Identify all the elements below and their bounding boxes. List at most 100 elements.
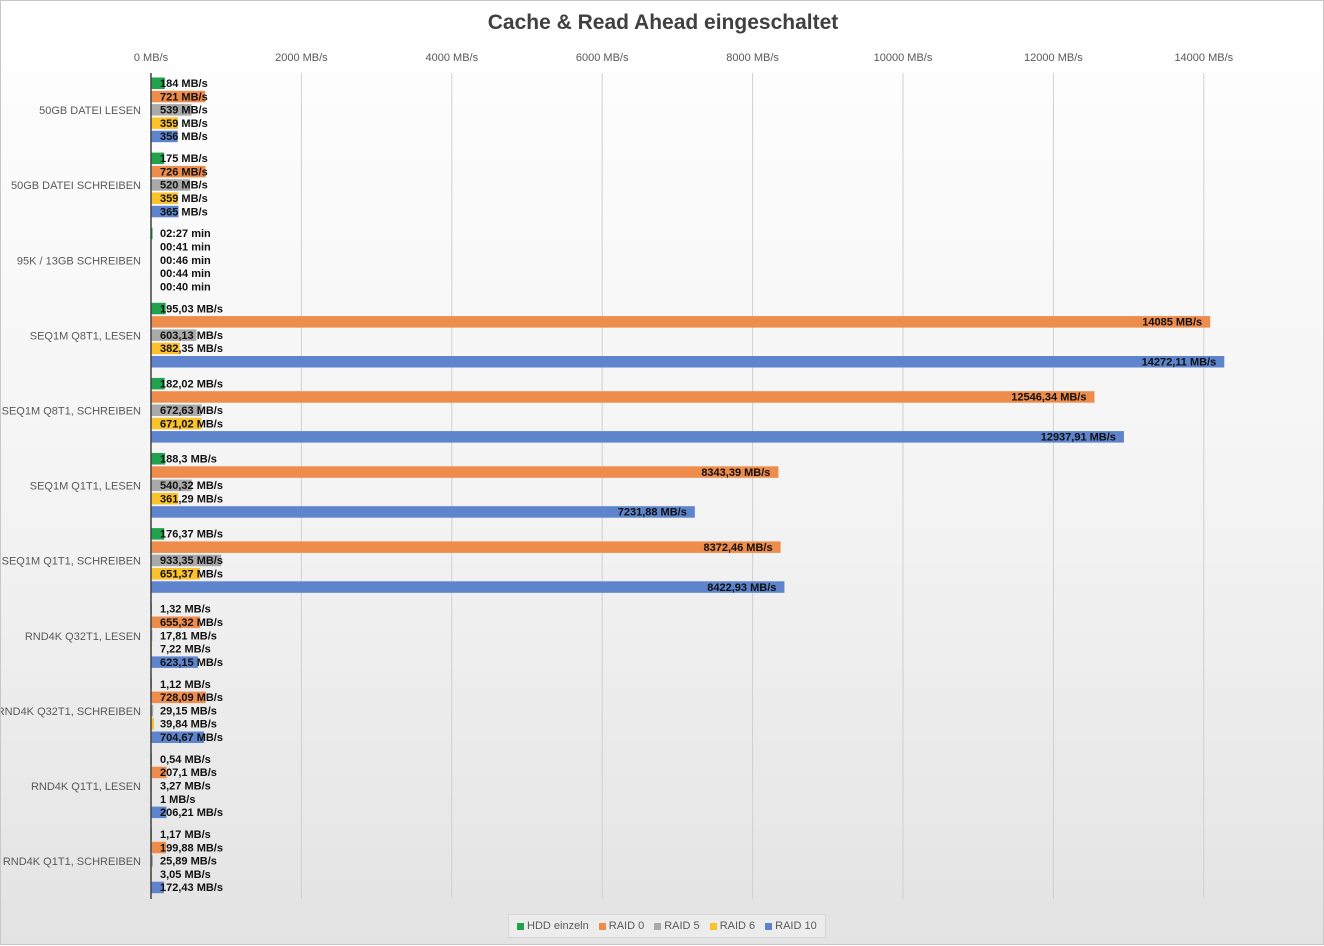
legend-swatch [598, 922, 606, 930]
bar-hdd-einzeln-seq1m-q1t1-schreiben [151, 528, 165, 540]
data-label-raid-0: 8343,39 MB/s [701, 467, 770, 479]
data-label-hdd-einzeln: 188,3 MB/s [160, 454, 217, 466]
data-label-raid-6: 382,35 MB/s [160, 343, 223, 355]
bar-raid-0-rnd4k-q1t1-lesen [151, 766, 167, 779]
data-label-raid-0: 207,1 MB/s [160, 767, 217, 779]
bar-raid-0-50gb-datei-schreiben [151, 165, 206, 178]
data-label-hdd-einzeln: 0,54 MB/s [160, 754, 211, 766]
data-label-hdd-einzeln: 184 MB/s [160, 78, 208, 90]
legend: HDD einzeln RAID 0 RAID 5 RAID 6 RAID 10 [508, 914, 826, 938]
category-label-rnd4k-q32t1-schreiben: RND4K Q32T1, SCHREIBEN [1, 706, 141, 718]
legend-label: RAID 5 [664, 920, 700, 932]
data-label-raid-6: 359 MB/s [160, 193, 208, 205]
bar-raid-10-50gb-datei-schreiben [151, 205, 179, 218]
data-label-raid-10: 356 MB/s [160, 131, 208, 143]
data-label-hdd-einzeln: 175 MB/s [160, 153, 208, 165]
legend-swatch [765, 922, 773, 930]
bar-raid-6-seq1m-q8t1-lesen [151, 342, 180, 355]
data-label-raid-10: 00:40 min [160, 281, 211, 293]
data-label-raid-0: 8372,46 MB/s [703, 542, 772, 554]
bar-hdd-einzeln-seq1m-q8t1-lesen [151, 302, 166, 315]
x-tick-label: 0 MB/s [134, 52, 169, 64]
legend-label: RAID 10 [775, 920, 817, 932]
data-label-raid-6: 671,02 MB/s [160, 418, 223, 430]
category-label-95k-13gb-schreiben: 95K / 13GB SCHREIBEN [17, 255, 141, 267]
x-tick-label: 8000 MB/s [726, 52, 779, 64]
data-label-raid-10: 14272,11 MB/s [1142, 357, 1217, 369]
bar-raid-0-50gb-datei-lesen [151, 90, 206, 103]
category-labels: 50GB DATEI LESEN 50GB DATEI SCHREIBEN 95K … [1, 105, 141, 868]
bar-raid-5-50gb-datei-lesen [151, 104, 192, 116]
data-label-raid-10: 623,15 MB/s [160, 657, 223, 669]
data-label-raid-0: 12546,34 MB/s [1011, 392, 1086, 404]
data-label-hdd-einzeln: 1,17 MB/s [160, 829, 211, 841]
bar-raid-10-rnd4k-q1t1-lesen [151, 806, 167, 819]
legend-swatch [517, 922, 524, 930]
bar-raid-10-50gb-datei-lesen [151, 130, 178, 143]
data-label-raid-5: 672,63 MB/s [160, 405, 223, 417]
data-label-raid-5: 539 MB/s [160, 105, 208, 117]
bar-raid-0-rnd4k-q32t1-schreiben [151, 691, 206, 704]
bar-raid-5-rnd4k-q1t1-schreiben [151, 855, 153, 867]
bar-raid-5-seq1m-q8t1-schreiben [151, 404, 202, 416]
bar-raid-5-seq1m-q8t1-lesen [151, 329, 197, 341]
bar-raid-5-seq1m-q1t1-lesen [151, 479, 192, 492]
x-tick-label: 2000 MB/s [275, 52, 328, 64]
x-tick-label: 12000 MB/s [1024, 52, 1083, 64]
category-label-rnd4k-q1t1-schreiben: RND4K Q1T1, SCHREIBEN [3, 856, 141, 868]
category-label-50gb-datei-lesen: 50GB DATEI LESEN [39, 105, 141, 117]
data-label-raid-0: 655,32 MB/s [160, 617, 223, 629]
data-label-hdd-einzeln: 1,12 MB/s [160, 679, 211, 691]
bar-raid-10-seq1m-q1t1-schreiben [151, 581, 785, 593]
data-label-raid-6: 361,29 MB/s [160, 493, 223, 505]
data-label-raid-5: 00:46 min [160, 255, 211, 267]
bar-raid-6-seq1m-q1t1-schreiben [151, 568, 200, 580]
data-labels: 184 MB/s 175 MB/s 02:27 min 195,03 MB/s 182,… [160, 78, 1216, 894]
data-label-hdd-einzeln: 02:27 min [160, 228, 211, 240]
x-tick-label: 6000 MB/s [576, 52, 629, 64]
legend-label: RAID 0 [608, 920, 645, 932]
data-label-raid-5: 17,81 MB/s [160, 630, 217, 642]
bar-raid-10-seq1m-q1t1-lesen [151, 506, 695, 518]
data-label-raid-6: 1 MB/s [160, 794, 195, 806]
category-label-seq1m-q8t1-schreiben: SEQ1M Q8T1, SCHREIBEN [2, 405, 141, 417]
x-tick-label: 10000 MB/s [874, 52, 933, 64]
bar-hdd-einzeln-seq1m-q8t1-schreiben [151, 377, 165, 390]
data-label-raid-10: 8422,93 MB/s [707, 582, 776, 594]
data-label-raid-6: 7,22 MB/s [160, 644, 211, 656]
bar-raid-0-seq1m-q8t1-schreiben [151, 391, 1095, 403]
bar-raid-10-rnd4k-q32t1-lesen [151, 656, 198, 668]
bar-raid-0-rnd4k-q32t1-lesen [151, 616, 201, 628]
data-label-raid-0: 721 MB/s [160, 91, 208, 103]
bar-raid-5-rnd4k-q32t1-schreiben [151, 704, 154, 717]
bar-raid-6-50gb-datei-schreiben [151, 192, 178, 204]
bar-raid-6-seq1m-q8t1-schreiben [151, 417, 202, 430]
legend-item-hdd-einzeln: HDD einzeln [517, 920, 589, 932]
bar-raid-6-seq1m-q1t1-lesen [151, 492, 179, 505]
bar-raid-5-50gb-datei-schreiben [151, 179, 191, 191]
data-label-raid-10: 12937,91 MB/s [1041, 432, 1116, 444]
data-label-raid-10: 365 MB/s [160, 206, 208, 218]
legend-swatch [654, 922, 662, 930]
bars [151, 77, 1225, 894]
data-label-raid-6: 39,84 MB/s [160, 719, 217, 731]
data-label-hdd-einzeln: 176,37 MB/s [160, 529, 223, 541]
bar-raid-0-seq1m-q1t1-lesen [151, 466, 779, 478]
data-label-hdd-einzeln: 195,03 MB/s [160, 303, 223, 315]
bar-raid-0-rnd4k-q1t1-schreiben [151, 841, 167, 854]
data-label-raid-5: 540,32 MB/s [160, 480, 223, 492]
bar-hdd-einzeln-50gb-datei-lesen [151, 77, 165, 89]
bar-hdd-einzeln-seq1m-q1t1-lesen [151, 453, 166, 465]
legend-label: RAID 6 [719, 920, 756, 932]
data-label-raid-6: 359 MB/s [160, 118, 208, 130]
data-label-raid-10: 704,67 MB/s [160, 732, 223, 744]
legend-swatch [709, 922, 717, 930]
data-label-raid-10: 7231,88 MB/s [618, 507, 687, 519]
category-label-seq1m-q8t1-lesen: SEQ1M Q8T1, LESEN [30, 330, 141, 342]
data-label-raid-10: 206,21 MB/s [160, 807, 223, 819]
data-label-raid-0: 726 MB/s [160, 166, 208, 178]
data-label-raid-0: 14085 MB/s [1142, 317, 1202, 329]
data-label-raid-0: 199,88 MB/s [160, 842, 223, 854]
